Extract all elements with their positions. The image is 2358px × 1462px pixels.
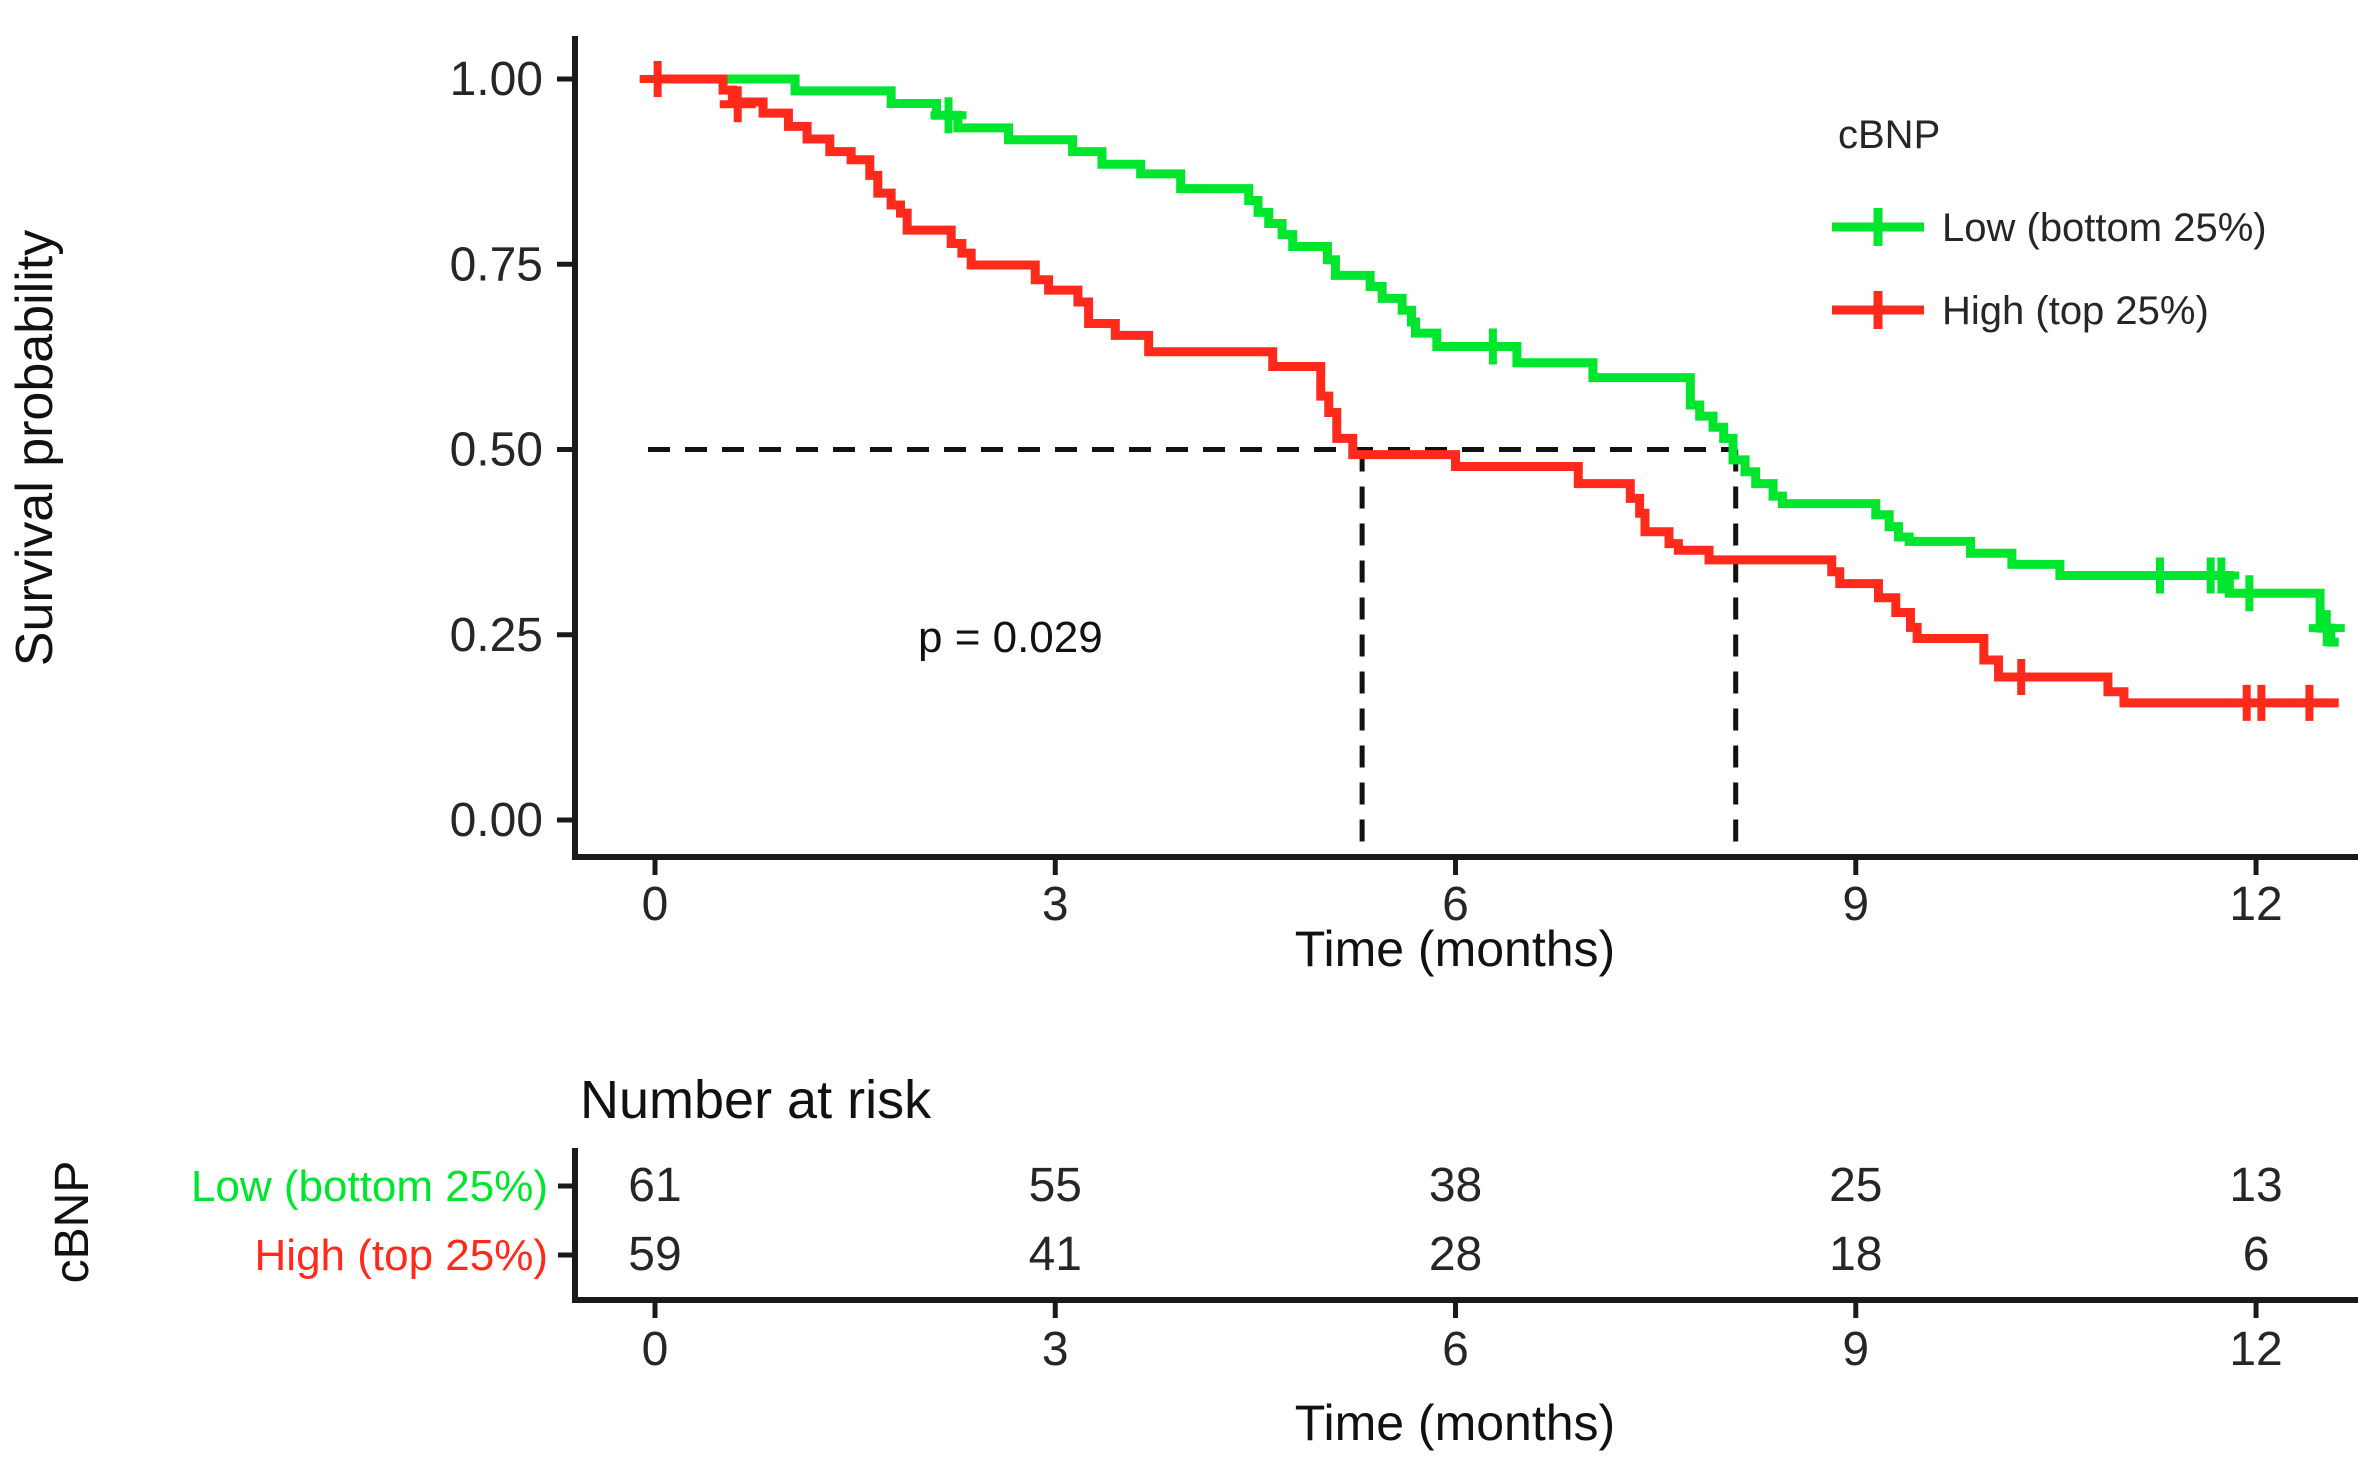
x-tick-label: 12	[2229, 878, 2282, 931]
legend-item-low: Low (bottom 25%)	[1832, 206, 2267, 250]
risk-value: 28	[1429, 1228, 1482, 1281]
risk-x-tick-label: 12	[2229, 1323, 2282, 1376]
pvalue-annotation: p = 0.029	[918, 613, 1103, 662]
risk-value: 59	[628, 1228, 681, 1281]
legend-title: cBNP	[1838, 113, 1940, 157]
risk-value: 6	[2243, 1228, 2270, 1281]
legend-label-high: High (top 25%)	[1942, 289, 2209, 333]
legend-item-high: High (top 25%)	[1832, 289, 2209, 333]
x-tick-label: 6	[1442, 878, 1469, 931]
y-axis-title: Survival probability	[6, 230, 64, 666]
y-axis-ticks: 0.00 0.25 0.50 0.75 1.00	[450, 53, 575, 847]
risk-x-tick-label: 3	[1042, 1323, 1069, 1376]
x-tick-label: 9	[1842, 878, 1869, 931]
risk-x-tick-label: 0	[642, 1323, 669, 1376]
y-tick-label: 0.75	[450, 238, 543, 291]
x-axis-title: Time (months)	[1295, 921, 1615, 977]
risk-x-ticks: 0 3 6 9 12	[642, 1300, 2283, 1376]
risk-value: 61	[628, 1159, 681, 1212]
risk-value: 55	[1029, 1159, 1082, 1212]
risk-row-label-high: High (top 25%)	[255, 1231, 548, 1280]
risk-value: 18	[1829, 1228, 1882, 1281]
legend: cBNP Low (bottom 25%) High (top 25%)	[1832, 113, 2267, 333]
risk-value: 41	[1029, 1228, 1082, 1281]
legend-label-low: Low (bottom 25%)	[1942, 206, 2267, 250]
risk-value: 13	[2229, 1159, 2282, 1212]
risk-table: Number at risk Low (bottom 25%) High (to…	[46, 1070, 2358, 1451]
y-tick-label: 0.00	[450, 794, 543, 847]
median-dashed-lines	[648, 447, 1739, 848]
risk-x-axis-title: Time (months)	[1295, 1395, 1615, 1451]
main-plot: 0.00 0.25 0.50 0.75 1.00 0 3 6 9 12 Survival pro…	[6, 36, 2358, 977]
risk-group-axis-label: cBNP	[46, 1161, 99, 1284]
risk-x-tick-label: 9	[1842, 1323, 1869, 1376]
y-tick-label: 1.00	[450, 53, 543, 106]
survival-curves	[639, 61, 2345, 721]
risk-values: 61 55 38 25 13 59 41 28 18 6	[628, 1159, 2282, 1281]
y-tick-label: 0.25	[450, 609, 543, 662]
x-tick-label: 0	[642, 878, 669, 931]
x-tick-label: 3	[1042, 878, 1069, 931]
km-curve-high	[655, 74, 2339, 708]
risk-value: 38	[1429, 1159, 1482, 1212]
y-tick-label: 0.50	[450, 424, 543, 477]
risk-table-title: Number at risk	[580, 1070, 932, 1130]
km-curve-low	[655, 74, 2339, 647]
risk-row-label-low: Low (bottom 25%)	[191, 1162, 548, 1211]
risk-value: 25	[1829, 1159, 1882, 1212]
x-axis-ticks: 0 3 6 9 12	[642, 857, 2283, 931]
risk-x-tick-label: 6	[1442, 1323, 1469, 1376]
